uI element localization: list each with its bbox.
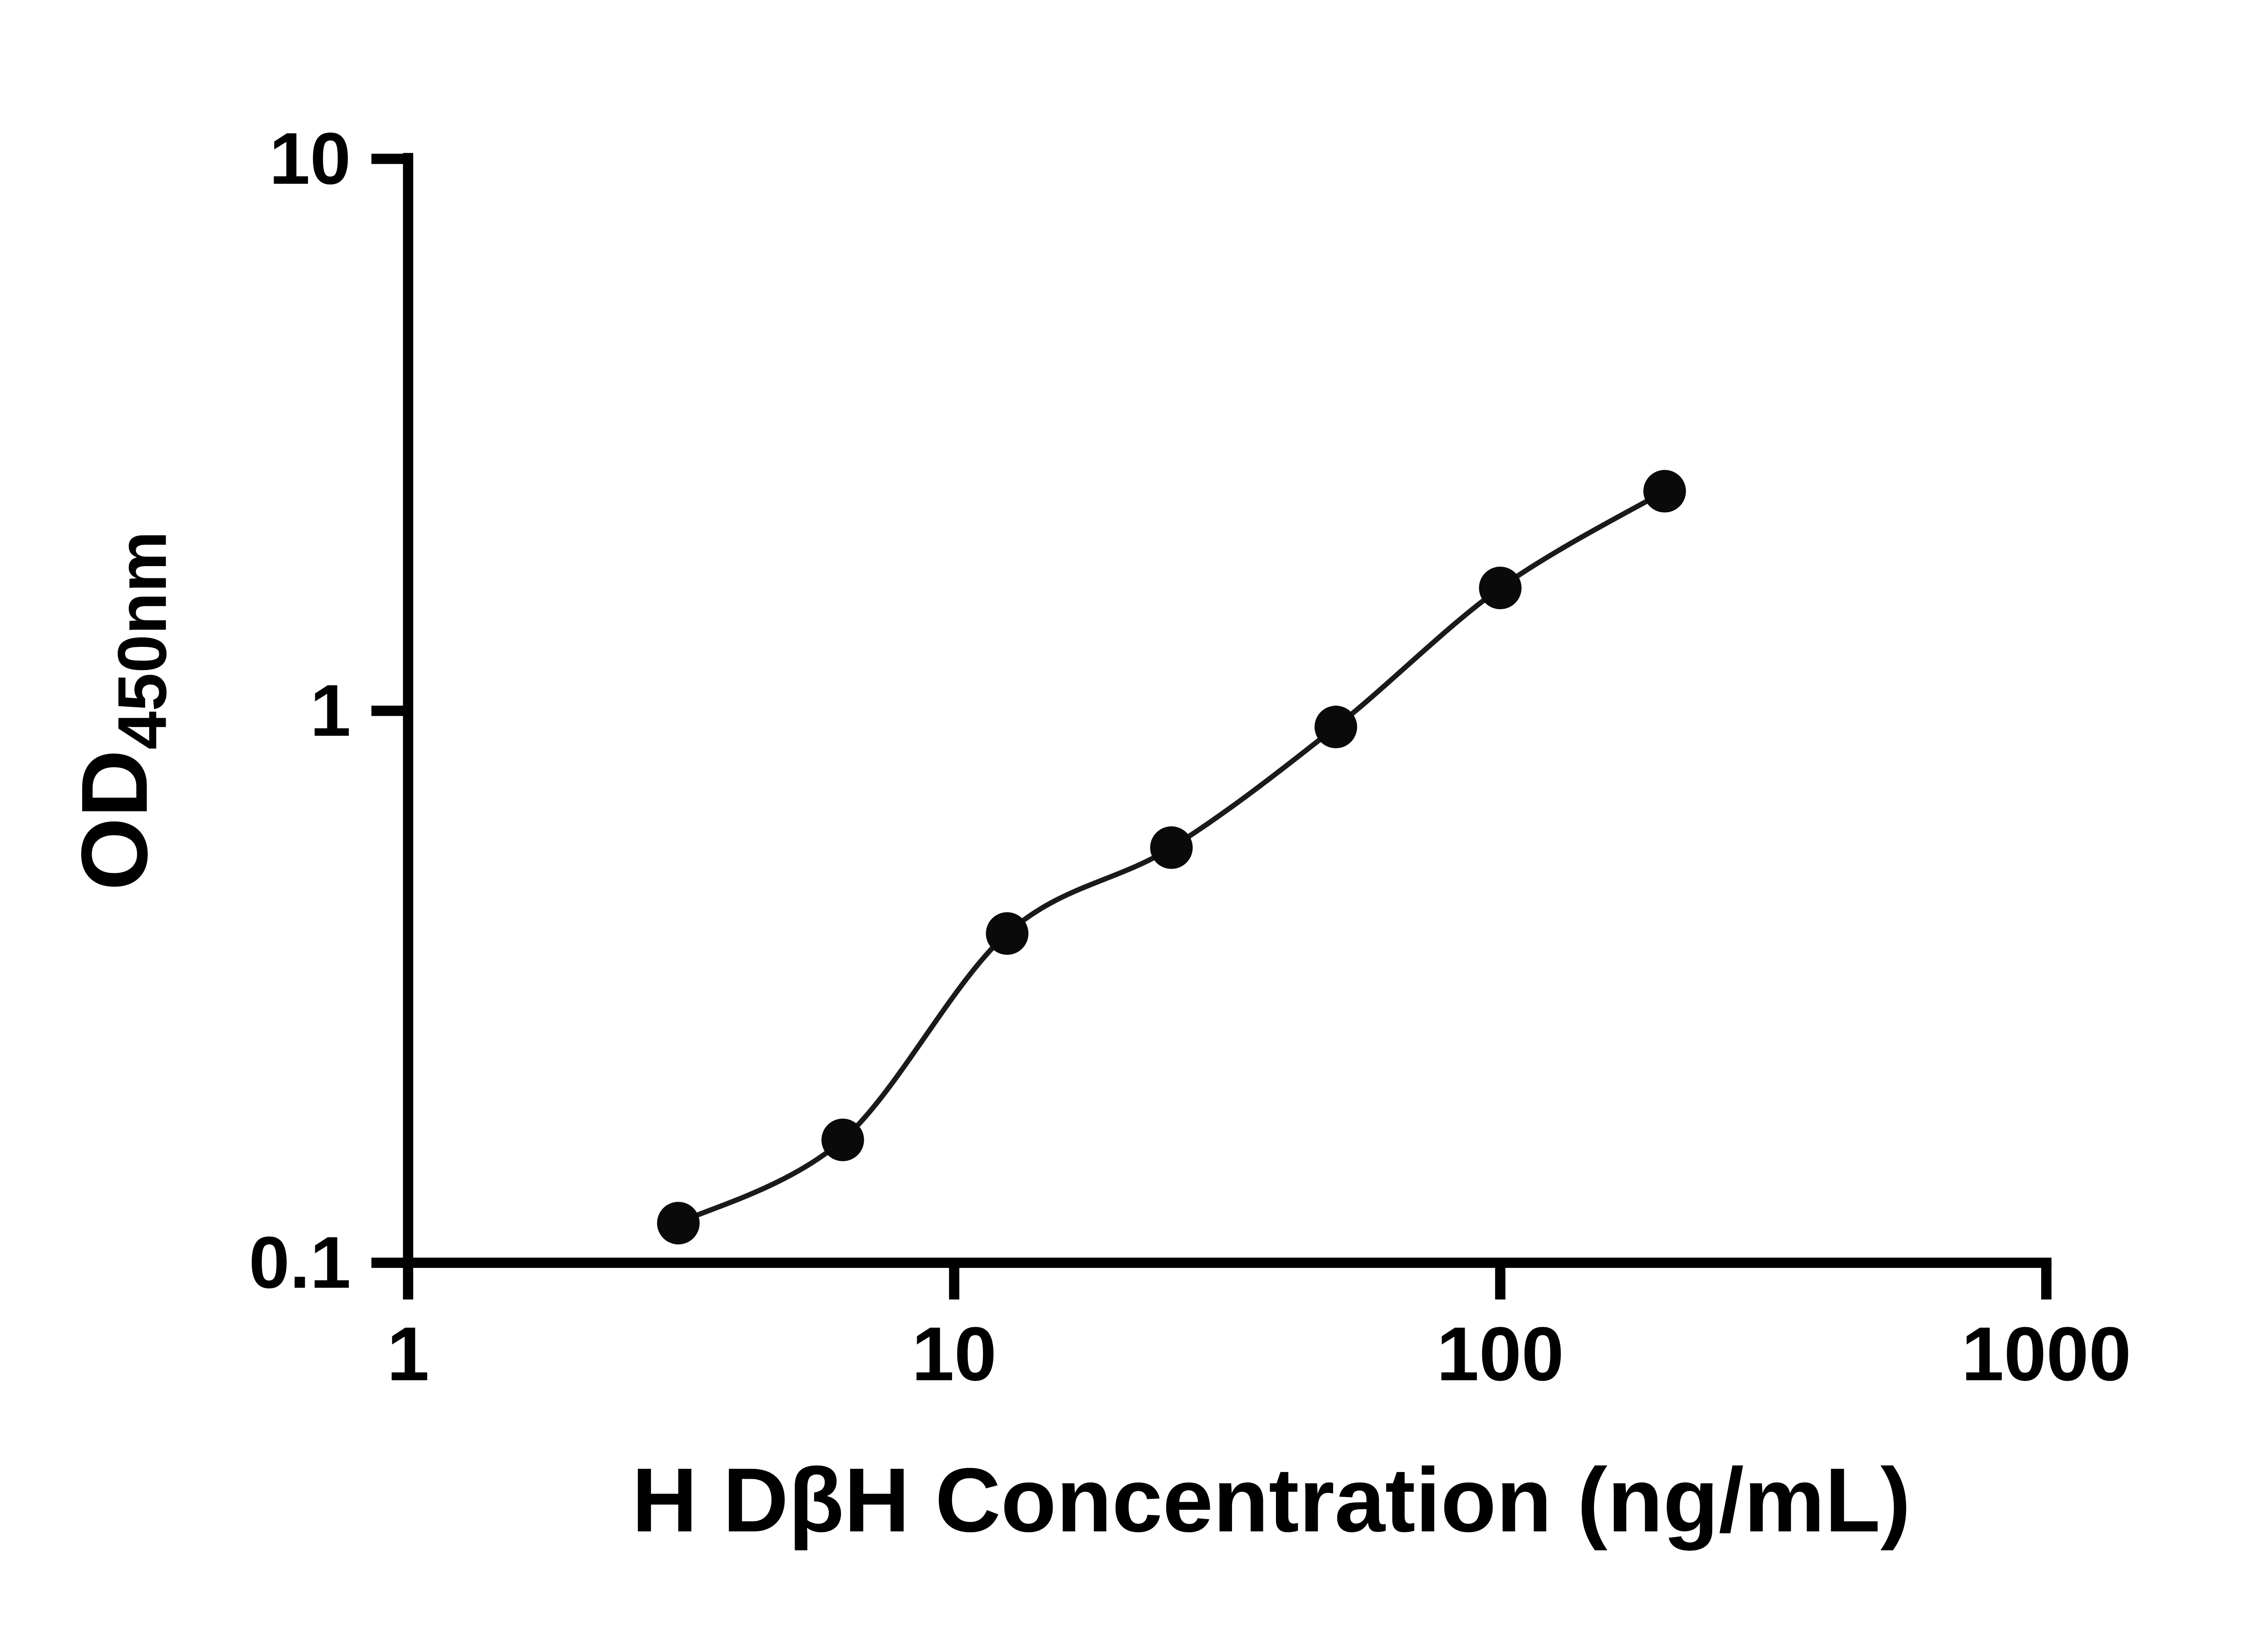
data-points bbox=[657, 469, 1686, 1245]
data-point-marker bbox=[1150, 826, 1193, 869]
data-point-marker bbox=[986, 912, 1029, 955]
y-axis-title-sub: 450nm bbox=[104, 531, 181, 750]
x-tick-label: 1 bbox=[387, 1311, 430, 1397]
data-point-marker bbox=[1643, 469, 1686, 513]
x-tick-label: 100 bbox=[1437, 1311, 1564, 1397]
y-axis-title-main: OD bbox=[62, 750, 167, 891]
data-point-marker bbox=[657, 1202, 700, 1245]
data-point-marker bbox=[821, 1119, 864, 1161]
x-tick-label: 1000 bbox=[1961, 1311, 2131, 1397]
x-axis-ticks: 1 10 100 1000 bbox=[387, 1262, 2131, 1397]
x-axis-title: H DβH Concentration (ng/mL) bbox=[632, 1449, 1911, 1551]
x-tick-label: 10 bbox=[912, 1311, 997, 1397]
data-point-marker bbox=[1479, 567, 1522, 610]
y-tick-label: 10 bbox=[269, 118, 351, 200]
y-tick-label: 0.1 bbox=[249, 1222, 351, 1304]
y-axis-title: OD450nm bbox=[62, 531, 181, 891]
plot-area: 10 1 0.1 1 10 100 1000 H DβH Concentration (n… bbox=[62, 118, 2131, 1551]
y-tick-label: 1 bbox=[310, 670, 351, 752]
data-point-marker bbox=[1315, 705, 1357, 748]
y-axis-ticks: 10 1 0.1 bbox=[249, 118, 408, 1304]
